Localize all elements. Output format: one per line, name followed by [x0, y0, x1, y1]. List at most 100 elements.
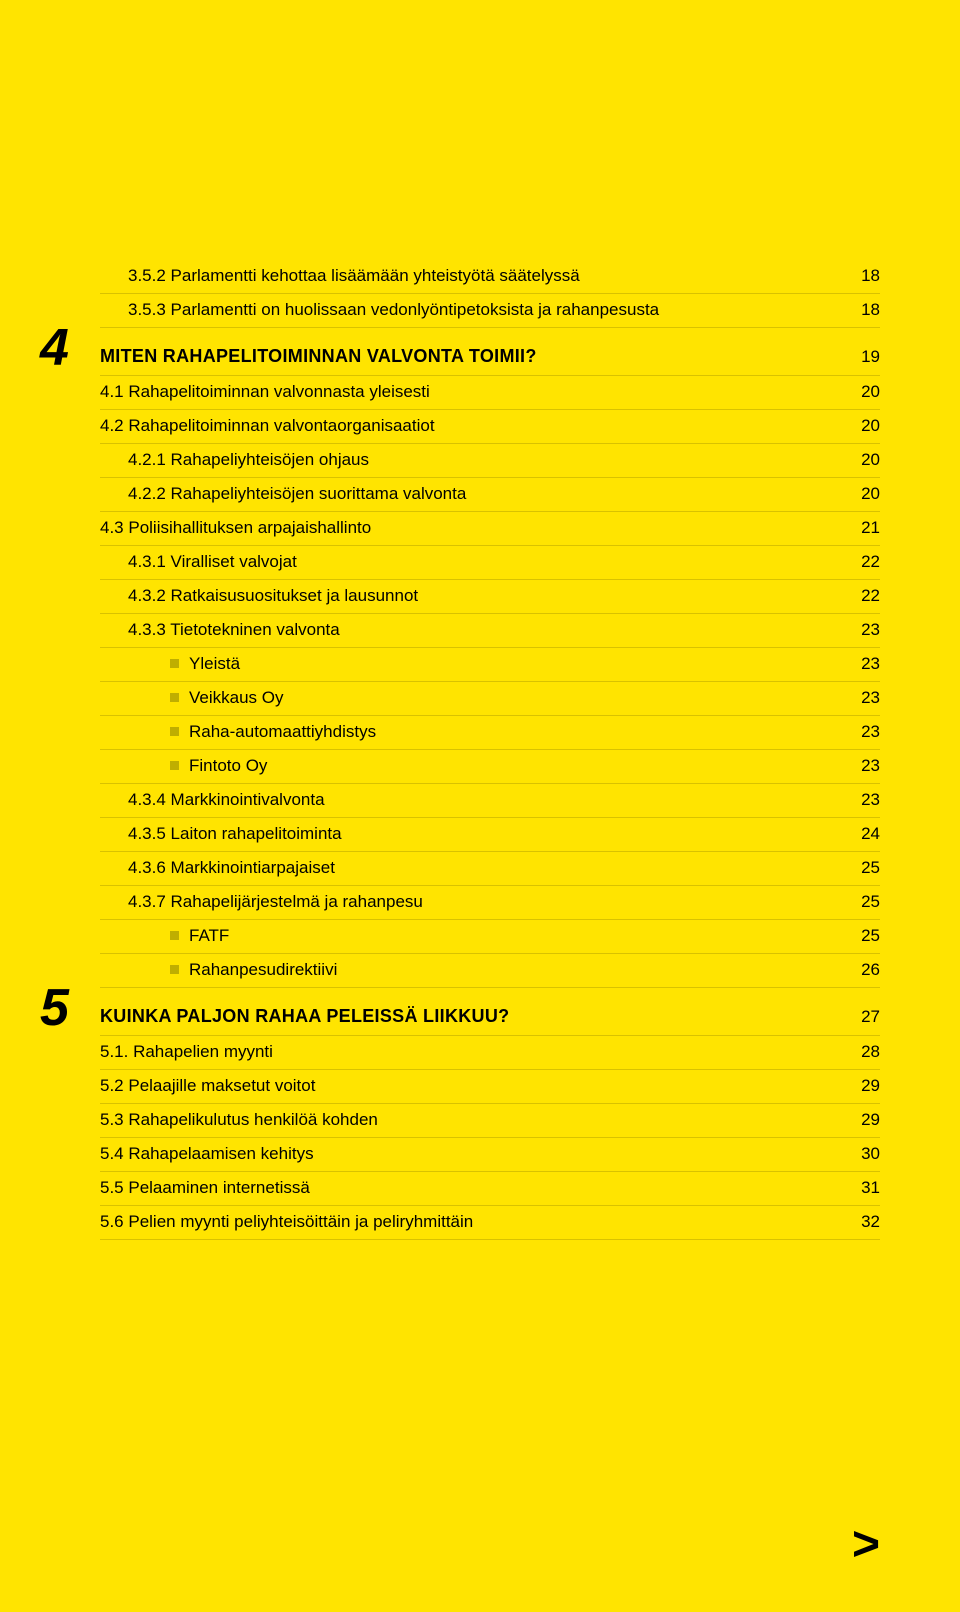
chapter-number: 4	[40, 318, 67, 378]
toc-entry[interactable]: 5.2 Pelaajille maksetut voitot 29	[100, 1070, 880, 1104]
page-number: 23	[861, 688, 880, 708]
toc-entry[interactable]: FATF25	[100, 920, 880, 954]
toc-entry-text: 4.2 Rahapelitoiminnan valvontaorganisaat…	[100, 416, 435, 435]
toc-entry-label: Veikkaus Oy	[100, 688, 841, 708]
page-number: 28	[861, 1042, 880, 1062]
toc-entry[interactable]: Fintoto Oy23	[100, 750, 880, 784]
toc-entry-label: FATF	[100, 926, 841, 946]
page-number: 30	[861, 1144, 880, 1164]
page-number: 20	[861, 416, 880, 436]
page-number: 21	[861, 518, 880, 538]
page-number: 26	[861, 960, 880, 980]
page-number: 20	[861, 484, 880, 504]
toc-entry-label: 4.2 Rahapelitoiminnan valvontaorganisaat…	[100, 416, 841, 436]
toc-entry-label: Yleistä	[100, 654, 841, 674]
toc-entry-text: 5.5 Pelaaminen internetissä	[100, 1178, 310, 1197]
square-bullet-icon	[170, 727, 179, 736]
toc-entry-label: 5.1. Rahapelien myynti	[100, 1042, 841, 1062]
toc-entry-text: Veikkaus Oy	[189, 688, 284, 707]
page-number: 25	[861, 858, 880, 878]
toc-entry-text: 4.3.1 Viralliset valvojat	[128, 552, 297, 571]
toc-entry-label: 3.5.2 Parlamentti kehottaa lisäämään yht…	[100, 266, 841, 286]
toc-entry-text: 4.3.4 Markkinointivalvonta	[128, 790, 325, 809]
page-number: 29	[861, 1076, 880, 1096]
toc-entry-label: 5.4 Rahapelaamisen kehitys	[100, 1144, 841, 1164]
toc-entry-label: 4.3 Poliisihallituksen arpajaishallinto	[100, 518, 841, 538]
toc-entry-text: 3.5.3 Parlamentti on huolissaan vedonlyö…	[128, 300, 659, 319]
toc-entry-label: 4.3.7 Rahapelijärjestelmä ja rahanpesu	[100, 892, 841, 912]
toc-entry-text: 4.1 Rahapelitoiminnan valvonnasta yleise…	[100, 382, 430, 401]
page: 3.5.2 Parlamentti kehottaa lisäämään yht…	[0, 0, 960, 1612]
toc-entry-text: 5.1. Rahapelien myynti	[100, 1042, 273, 1061]
page-number: 18	[861, 300, 880, 320]
toc-entry[interactable]: 4.3 Poliisihallituksen arpajaishallinto 2…	[100, 512, 880, 546]
toc-entry-label: 4.3.2 Ratkaisusuositukset ja lausunnot	[100, 586, 841, 606]
toc-entry-label: 4.3.5 Laiton rahapelitoiminta	[100, 824, 841, 844]
toc-entry-text: 4.3.7 Rahapelijärjestelmä ja rahanpesu	[128, 892, 423, 911]
toc-entry-text: 3.5.2 Parlamentti kehottaa lisäämään yht…	[128, 266, 580, 285]
toc-entry-text: Yleistä	[189, 654, 240, 673]
toc-entry-text: 4.3.6 Markkinointiarpajaiset	[128, 858, 335, 877]
toc-entry-label: 4.2.1 Rahapeliyhteisöjen ohjaus	[100, 450, 841, 470]
toc-entry[interactable]: 3.5.2 Parlamentti kehottaa lisäämään yht…	[100, 260, 880, 294]
toc-entry[interactable]: 4.3.2 Ratkaisusuositukset ja lausunnot 22	[100, 580, 880, 614]
toc-entry-text: 4.3 Poliisihallituksen arpajaishallinto	[100, 518, 371, 537]
top-spacer	[100, 80, 880, 260]
page-number: 31	[861, 1178, 880, 1198]
toc-entry[interactable]: 4.3.6 Markkinointiarpajaiset 25	[100, 852, 880, 886]
toc-entry-text: 5.2 Pelaajille maksetut voitot	[100, 1076, 315, 1095]
toc-entry-label: 5.5 Pelaaminen internetissä	[100, 1178, 841, 1198]
toc-entry-label: Fintoto Oy	[100, 756, 841, 776]
toc-entry-text: 4.3.2 Ratkaisusuositukset ja lausunnot	[128, 586, 418, 605]
page-number: 18	[861, 266, 880, 286]
toc-entry[interactable]: 5.5 Pelaaminen internetissä 31	[100, 1172, 880, 1206]
chapter-heading[interactable]: 5KUINKA PALJON RAHAA PELEISSÄ LIIKKUU?27	[100, 988, 880, 1036]
toc-entry-text: FATF	[189, 926, 229, 945]
page-number: 27	[861, 1007, 880, 1027]
page-number: 23	[861, 790, 880, 810]
toc-entry[interactable]: 5.3 Rahapelikulutus henkilöä kohden29	[100, 1104, 880, 1138]
toc-entry-label: 5.2 Pelaajille maksetut voitot	[100, 1076, 841, 1096]
toc-entry-label: 5.3 Rahapelikulutus henkilöä kohden	[100, 1110, 841, 1130]
toc-entry[interactable]: Yleistä 23	[100, 648, 880, 682]
page-number: 20	[861, 450, 880, 470]
square-bullet-icon	[170, 659, 179, 668]
toc-entry[interactable]: 4.3.5 Laiton rahapelitoiminta24	[100, 818, 880, 852]
toc-entry-label: 3.5.3 Parlamentti on huolissaan vedonlyö…	[100, 300, 841, 320]
square-bullet-icon	[170, 931, 179, 940]
toc-entry[interactable]: 4.2.1 Rahapeliyhteisöjen ohjaus 20	[100, 444, 880, 478]
toc-entry-text: 5.4 Rahapelaamisen kehitys	[100, 1144, 314, 1163]
toc-entry[interactable]: 5.1. Rahapelien myynti 28	[100, 1036, 880, 1070]
toc-entry-text: 5.3 Rahapelikulutus henkilöä kohden	[100, 1110, 378, 1129]
toc-entry[interactable]: 4.3.3 Tietotekninen valvonta23	[100, 614, 880, 648]
toc-entry-label: 4.2.2 Rahapeliyhteisöjen suorittama valv…	[100, 484, 841, 504]
toc-entry[interactable]: 4.2 Rahapelitoiminnan valvontaorganisaat…	[100, 410, 880, 444]
next-page-arrow[interactable]: >	[852, 1517, 880, 1572]
toc-entry[interactable]: 3.5.3 Parlamentti on huolissaan vedonlyö…	[100, 294, 880, 328]
table-of-contents: 3.5.2 Parlamentti kehottaa lisäämään yht…	[100, 260, 880, 1240]
toc-entry[interactable]: Raha-automaattiyhdistys23	[100, 716, 880, 750]
toc-entry-text: 5.6 Pelien myynti peliyhteisöittäin ja p…	[100, 1212, 473, 1231]
toc-entry-label: 4.3.4 Markkinointivalvonta	[100, 790, 841, 810]
toc-entry-text: 4.3.5 Laiton rahapelitoiminta	[128, 824, 342, 843]
toc-entry[interactable]: 4.3.4 Markkinointivalvonta 23	[100, 784, 880, 818]
toc-entry[interactable]: 4.1 Rahapelitoiminnan valvonnasta yleise…	[100, 376, 880, 410]
toc-entry-label: 4.3.1 Viralliset valvojat	[100, 552, 841, 572]
toc-entry[interactable]: 5.4 Rahapelaamisen kehitys 30	[100, 1138, 880, 1172]
toc-entry-label: Rahanpesudirektiivi	[100, 960, 841, 980]
page-number: 23	[861, 620, 880, 640]
chapter-heading[interactable]: 4MITEN RAHAPELITOIMINNAN VALVONTA TOIMII…	[100, 328, 880, 376]
toc-entry[interactable]: 4.2.2 Rahapeliyhteisöjen suorittama valv…	[100, 478, 880, 512]
toc-entry[interactable]: 4.3.1 Viralliset valvojat22	[100, 546, 880, 580]
toc-entry[interactable]: Rahanpesudirektiivi 26	[100, 954, 880, 988]
toc-entry[interactable]: 5.6 Pelien myynti peliyhteisöittäin ja p…	[100, 1206, 880, 1240]
page-number: 23	[861, 654, 880, 674]
page-number: 23	[861, 722, 880, 742]
toc-entry[interactable]: Veikkaus Oy 23	[100, 682, 880, 716]
page-number: 22	[861, 586, 880, 606]
toc-entry-text: 4.2.1 Rahapeliyhteisöjen ohjaus	[128, 450, 369, 469]
chapter-title: MITEN RAHAPELITOIMINNAN VALVONTA TOIMII?	[100, 346, 841, 367]
toc-entry[interactable]: 4.3.7 Rahapelijärjestelmä ja rahanpesu25	[100, 886, 880, 920]
square-bullet-icon	[170, 761, 179, 770]
page-number: 20	[861, 382, 880, 402]
